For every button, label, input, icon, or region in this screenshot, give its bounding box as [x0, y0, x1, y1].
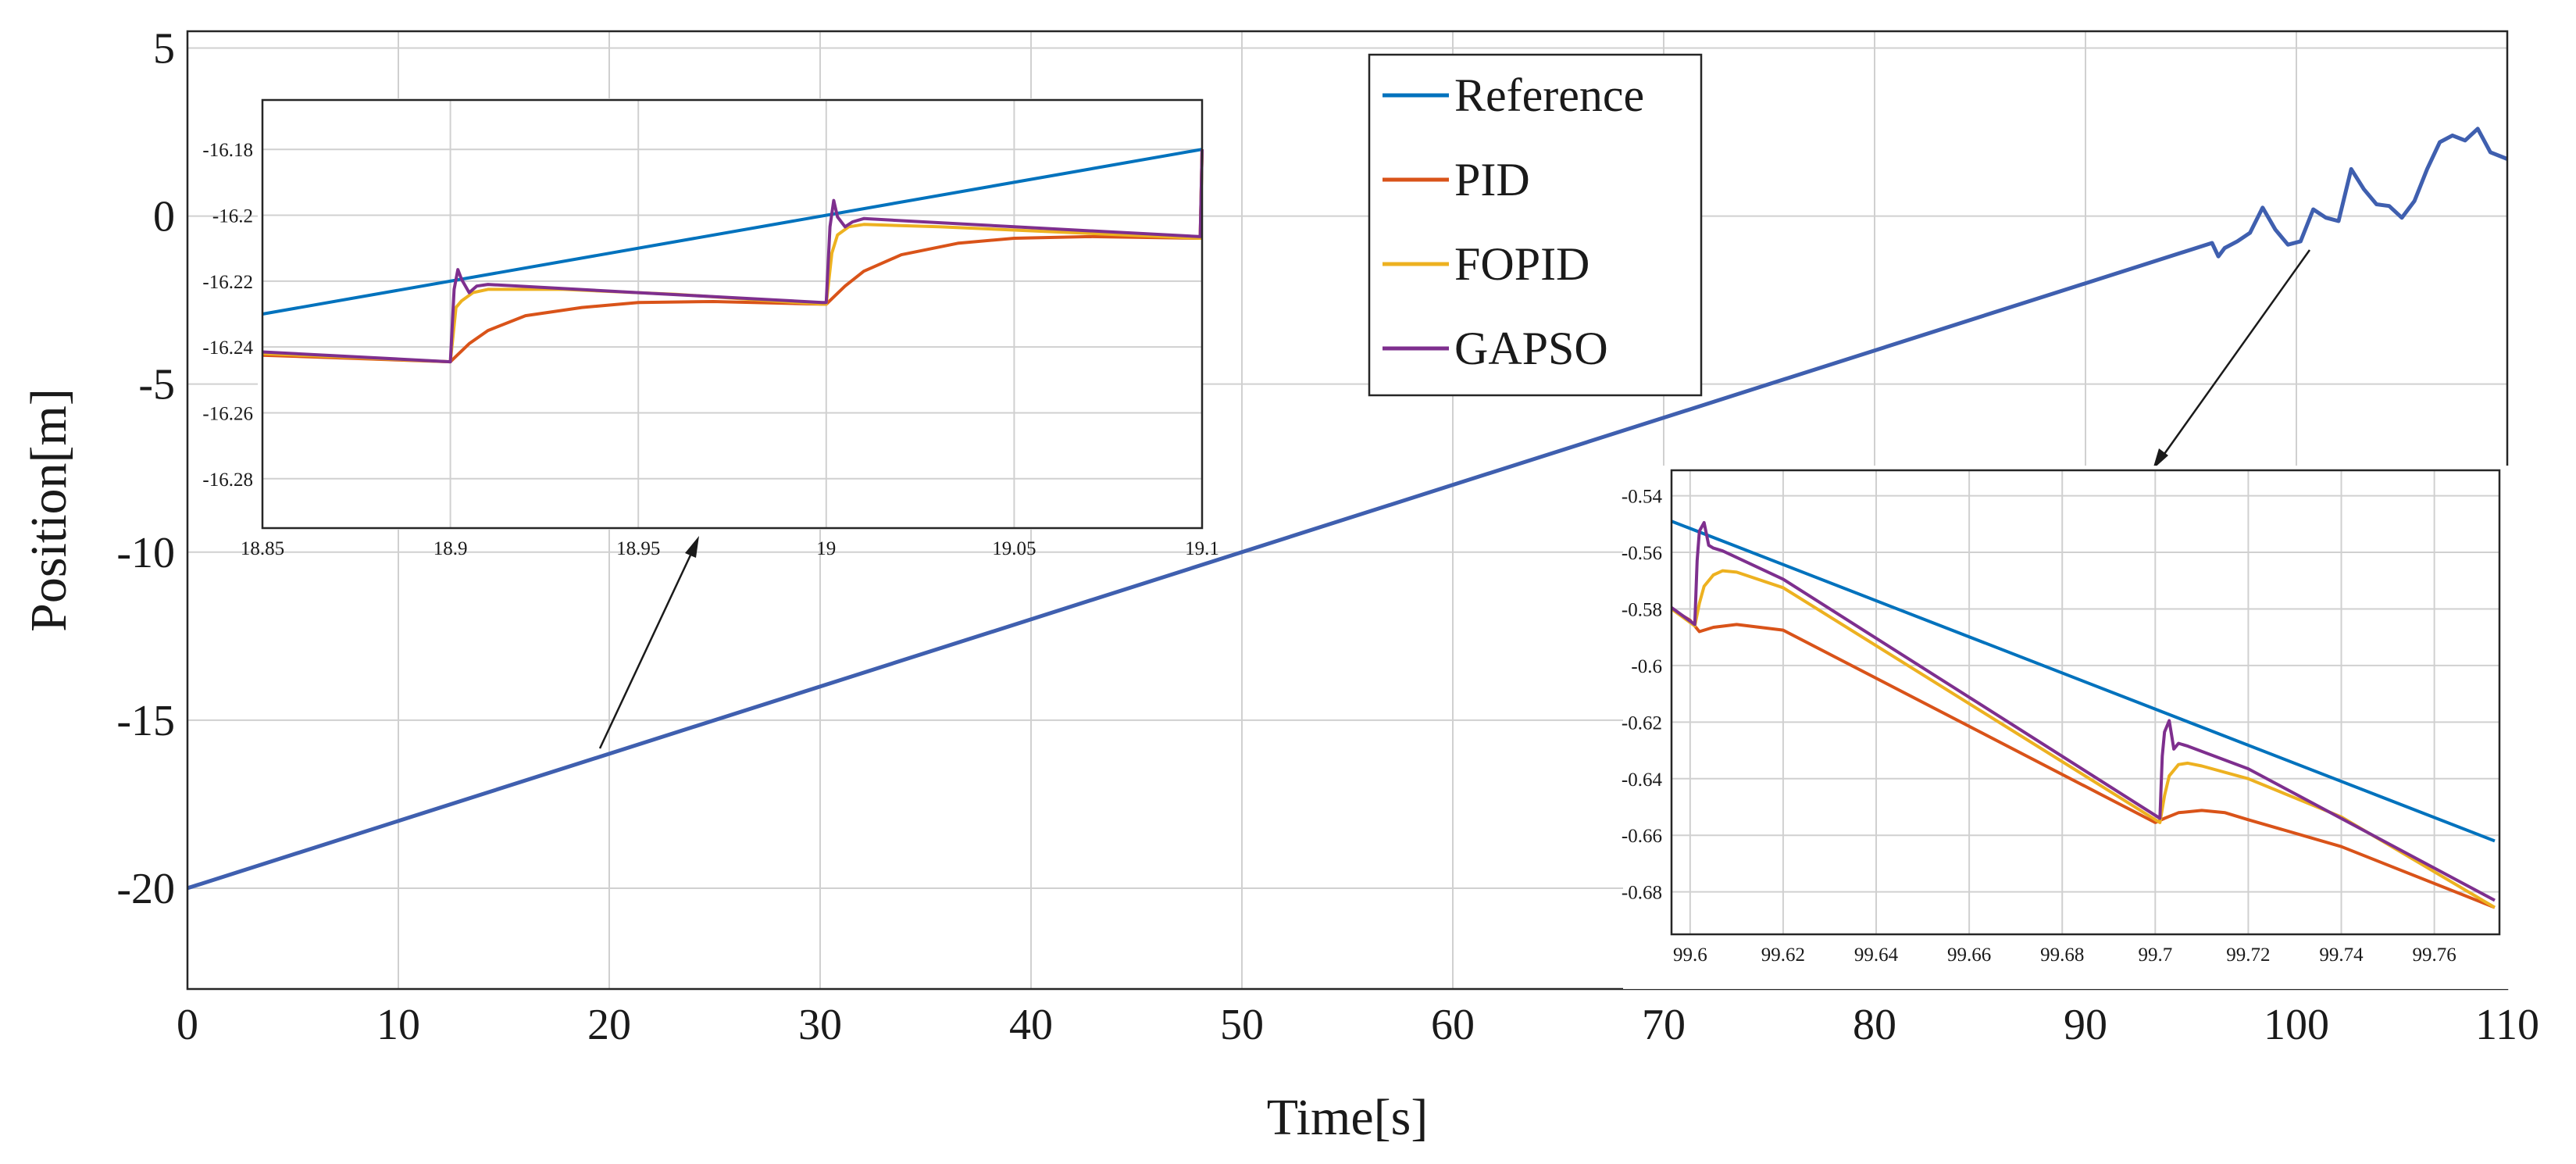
inset-left-series-reference	[262, 148, 1203, 316]
inset-left-frame	[261, 98, 1204, 530]
inset-right-y-tick--0-58: -0.58	[1622, 599, 1662, 620]
legend-items: Reference PID FOPID GAPSO	[1383, 70, 1644, 374]
inset-left-x-tick-19: 19	[816, 538, 836, 559]
legend-label-pid: PID	[1454, 154, 1530, 205]
arrow-line-left	[598, 546, 696, 749]
x-tick-label-100: 100	[2264, 1001, 2329, 1049]
inset-right-y-tick--0-56: -0.56	[1622, 543, 1662, 564]
x-tick-label-0: 0	[177, 1001, 198, 1049]
inset-left-x-tick-18-95: 18.95	[616, 538, 660, 559]
y-tick-label-0: 0	[153, 193, 175, 241]
inset-left-series-fopid	[262, 149, 1204, 364]
inset-right-x-tick-99-66: 99.66	[1947, 944, 1991, 966]
inset-right-x-tick-99-76: 99.76	[2413, 944, 2456, 966]
inset-right-x-tick-99-64: 99.64	[1854, 944, 1899, 966]
inset-left-x-tick-18-85: 18.85	[241, 538, 284, 559]
zoom-arrows	[598, 249, 2311, 749]
inset-right-y-tick--0-6: -0.6	[1631, 656, 1662, 677]
inset-right-tick-labels: 99.6 99.62 99.64 99.66 99.68 99.7 99.72 99.74 99…	[1622, 487, 2456, 966]
x-tick-label-20: 20	[587, 1001, 631, 1049]
arrow-head-right	[2153, 448, 2168, 470]
inset-left-series-group	[262, 148, 1204, 364]
y-tick-label--15: -15	[116, 697, 175, 745]
y-tick-label-5: 5	[153, 25, 175, 73]
inset-right-x-tick-99-72: 99.72	[2226, 944, 2270, 966]
x-axis-label: Time[s]	[1267, 1089, 1429, 1146]
x-tick-label-40: 40	[1009, 1001, 1053, 1049]
inset-right-series-fopid	[1670, 569, 2496, 909]
y-tick-label--5: -5	[138, 361, 175, 409]
inset-right-y-tick--0-64: -0.64	[1622, 769, 1663, 791]
main-series-line	[187, 127, 2508, 891]
x-tick-label-80: 80	[1853, 1001, 1896, 1049]
inset-right-x-tick-99-74: 99.74	[2319, 944, 2364, 966]
arrow-head-left	[685, 536, 699, 558]
x-tick-label-60: 60	[1431, 1001, 1475, 1049]
inset-left-y-tick--16-22: -16.22	[202, 272, 253, 293]
inset-right-x-tick-99-6: 99.6	[1673, 944, 1707, 966]
x-tick-label-70: 70	[1642, 1001, 1686, 1049]
legend-label-reference: Reference	[1454, 70, 1644, 121]
inset-left-x-tick-19-1: 19.1	[1185, 538, 1219, 559]
legend-box	[1368, 53, 1703, 397]
arrow-line-right	[2159, 249, 2311, 460]
inset-right-y-tick--0-66: -0.66	[1622, 826, 1662, 847]
inset-right-frame	[1670, 469, 2501, 936]
inset-left-tick-labels: 18.85 18.9 18.95 19 19.05 19.1 -16.18 -16.2 -16.…	[202, 140, 1218, 559]
inset-right-series-reference	[1671, 520, 2496, 843]
inset-left-y-tick--16-28: -16.28	[202, 470, 253, 491]
x-tick-label-10: 10	[376, 1001, 420, 1049]
inset-right-y-tick--0-54: -0.54	[1622, 487, 1663, 508]
inset-right-grid	[1672, 470, 2499, 934]
main-series-group	[187, 127, 2508, 891]
inset-left-background	[258, 98, 1203, 530]
y-axis-label: Position[m]	[20, 388, 77, 632]
inset-left-y-tick--16-18: -16.18	[202, 140, 253, 161]
inset-right-y-tick--0-68: -0.68	[1622, 883, 1662, 904]
inset-right-x-tick-99-62: 99.62	[1761, 944, 1805, 966]
inset-left-y-tick--16-26: -16.26	[202, 403, 253, 424]
x-tick-label-30: 30	[798, 1001, 842, 1049]
inset-right-x-tick-99-68: 99.68	[2040, 944, 2084, 966]
inset-right-series-gapso	[1670, 521, 2496, 902]
x-tick-label-90: 90	[2064, 1001, 2107, 1049]
inset-right-x-tick-99-7: 99.7	[2138, 944, 2172, 966]
inset-left-y-tick--16-2: -16.2	[212, 206, 253, 227]
y-tick-label--20: -20	[116, 865, 175, 913]
inset-right-series-group	[1670, 520, 2496, 909]
inset-right-y-tick--0-62: -0.62	[1622, 712, 1662, 734]
x-tick-label-110: 110	[2475, 1001, 2539, 1049]
legend-label-fopid: FOPID	[1454, 238, 1589, 290]
inset-right-background	[1623, 466, 2509, 989]
inset-left-x-tick-18-9: 18.9	[433, 538, 468, 559]
x-tick-label-50: 50	[1220, 1001, 1264, 1049]
inset-left-x-tick-19-05: 19.05	[992, 538, 1036, 559]
inset-left-series-gapso	[262, 149, 1204, 364]
inset-left-y-tick--16-24: -16.24	[202, 337, 253, 359]
legend-label-gapso: GAPSO	[1454, 323, 1608, 374]
y-tick-label--10: -10	[116, 529, 175, 577]
